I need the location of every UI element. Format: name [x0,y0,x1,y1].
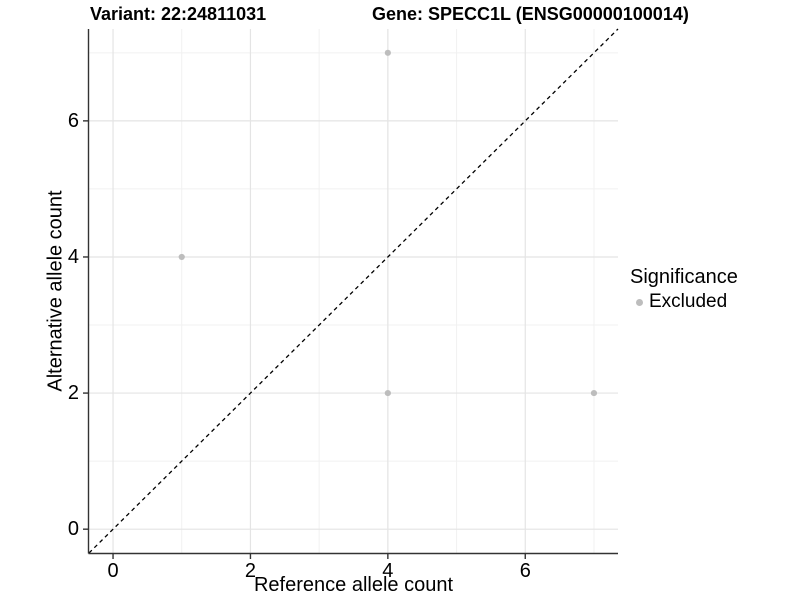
legend-item-label: Excluded [649,291,728,312]
x-tick-label: 4 [382,560,394,582]
legend-key [631,294,648,311]
data-point [384,49,391,56]
y-tick-label: 6 [67,109,79,132]
legend-item: Excluded [630,291,738,313]
gene-title: Gene: SPECC1L (ENSG00000100014) [372,4,689,24]
data-point [384,389,391,397]
data-point [178,253,185,261]
legend-point-icon [636,298,643,306]
x-tick-label: 0 [107,560,119,582]
y-tick-label: 2 [67,382,79,405]
legend-items: Excluded [630,291,738,313]
x-axis-title: Reference allele count [253,574,453,596]
x-tick-label: 6 [519,560,531,582]
y-axis-title: Alternative allele count [44,190,67,392]
data-point [590,389,598,397]
y-tick-label: 4 [67,245,79,268]
x-tick-label: 2 [244,560,256,582]
y-tick-label: 0 [67,518,79,541]
identity-reference-line [88,28,619,554]
legend-title: Significance [630,266,738,288]
variant-title: Variant: 22:24811031 [90,4,267,24]
legend: Significance Excluded [630,266,738,313]
